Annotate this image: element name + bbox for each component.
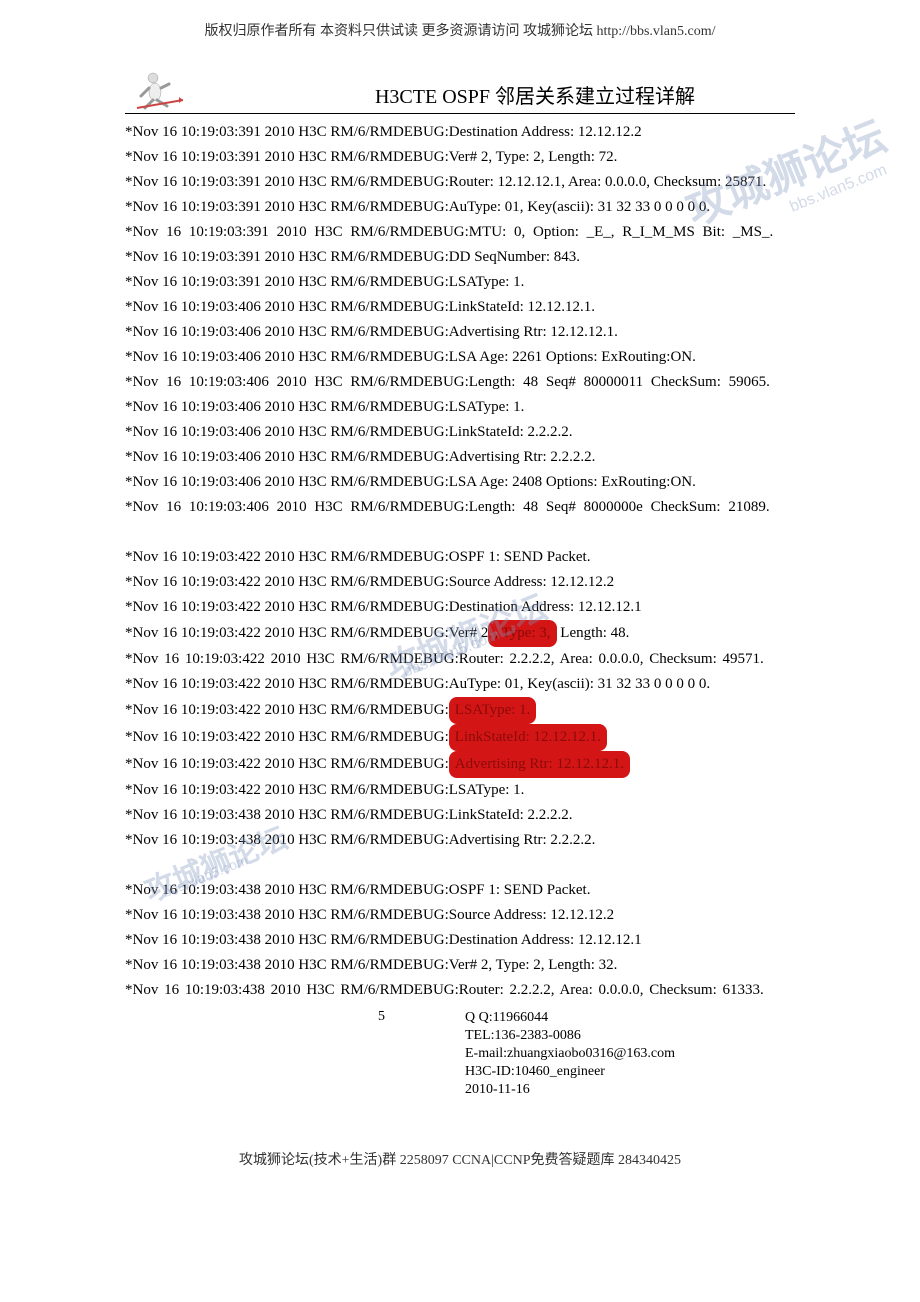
log-line: *Nov 16 10:19:03:438 2010 H3C RM/6/RMDEB… [125, 828, 795, 853]
page-title: H3CTE OSPF 邻居关系建立过程详解 [125, 80, 795, 109]
log-line: *Nov 16 10:19:03:422 2010 H3C RM/6/RMDEB… [125, 697, 795, 724]
footer-email: E-mail:zhuangxiaobo0316@163.com [465, 1045, 675, 1063]
copyright-header: 版权归原作者所有 本资料只供试读 更多资源请访问 攻城狮论坛 http://bb… [125, 20, 795, 40]
footer-date: 2010-11-16 [465, 1081, 675, 1099]
log-line: *Nov 16 10:19:03:438 2010 H3C RM/6/RMDEB… [125, 878, 795, 903]
log-line: *Nov 16 10:19:03:406 2010 H3C RM/6/RMDEB… [125, 370, 795, 395]
log-text: *Nov 16 10:19:03:422 2010 H3C RM/6/RMDEB… [125, 702, 449, 718]
log-line: *Nov 16 10:19:03:406 2010 H3C RM/6/RMDEB… [125, 420, 795, 445]
page-number: 5 [125, 1009, 465, 1099]
highlighted-text: , Type: 3, [488, 620, 556, 647]
log-line: *Nov 16 10:19:03:406 2010 H3C RM/6/RMDEB… [125, 395, 795, 420]
log-text: *Nov 16 10:19:03:422 2010 H3C RM/6/RMDEB… [125, 729, 449, 745]
highlighted-text: LinkStateId: 12.12.12.1. [449, 724, 607, 751]
log-line: *Nov 16 10:19:03:438 2010 H3C RM/6/RMDEB… [125, 928, 795, 953]
watermark-url-1: bbs.vlan5.com [787, 161, 889, 216]
footer-contact: Q Q:11966044 TEL:136-2383-0086 E-mail:zh… [465, 1009, 675, 1099]
log-line: *Nov 16 10:19:03:391 2010 H3C RM/6/RMDEB… [125, 220, 795, 245]
log-line: *Nov 16 10:19:03:406 2010 H3C RM/6/RMDEB… [125, 345, 795, 370]
log-line: *Nov 16 10:19:03:391 2010 H3C RM/6/RMDEB… [125, 170, 795, 195]
footer-h3cid: H3C-ID:10460_engineer [465, 1063, 675, 1081]
blank-line [125, 853, 795, 878]
log-line: *Nov 16 10:19:03:391 2010 H3C RM/6/RMDEB… [125, 195, 795, 220]
footer-tel: TEL:136-2383-0086 [465, 1027, 675, 1045]
log-text: *Nov 16 10:19:03:422 2010 H3C RM/6/RMDEB… [125, 756, 449, 772]
log-line: *Nov 16 10:19:03:422 2010 H3C RM/6/RMDEB… [125, 778, 795, 803]
log-line: *Nov 16 10:19:03:422 2010 H3C RM/6/RMDEB… [125, 595, 795, 620]
title-divider [125, 113, 795, 114]
log-line: *Nov 16 10:19:03:406 2010 H3C RM/6/RMDEB… [125, 445, 795, 470]
footer-qq: Q Q:11966044 [465, 1009, 675, 1027]
log-line: *Nov 16 10:19:03:422 2010 H3C RM/6/RMDEB… [125, 672, 795, 697]
blank-line [125, 520, 795, 545]
log-line: *Nov 16 10:19:03:422 2010 H3C RM/6/RMDEB… [125, 724, 795, 751]
log-line: *Nov 16 10:19:03:406 2010 H3C RM/6/RMDEB… [125, 320, 795, 345]
log-line: *Nov 16 10:19:03:438 2010 H3C RM/6/RMDEB… [125, 903, 795, 928]
log-line: *Nov 16 10:19:03:422 2010 H3C RM/6/RMDEB… [125, 751, 795, 778]
footer-block: 5 Q Q:11966044 TEL:136-2383-0086 E-mail:… [125, 1009, 795, 1099]
log-line: *Nov 16 10:19:03:391 2010 H3C RM/6/RMDEB… [125, 120, 795, 145]
log-line: *Nov 16 10:19:03:422 2010 H3C RM/6/RMDEB… [125, 620, 795, 647]
bottom-footer: 攻城狮论坛(技术+生活)群 2258097 CCNA|CCNP免费答疑题库 28… [125, 1149, 795, 1169]
log-line: *Nov 16 10:19:03:438 2010 H3C RM/6/RMDEB… [125, 978, 795, 1003]
log-line: *Nov 16 10:19:03:391 2010 H3C RM/6/RMDEB… [125, 270, 795, 295]
log-line: *Nov 16 10:19:03:391 2010 H3C RM/6/RMDEB… [125, 245, 795, 270]
log-line: *Nov 16 10:19:03:438 2010 H3C RM/6/RMDEB… [125, 803, 795, 828]
highlighted-text: Advertising Rtr: 12.12.12.1. [449, 751, 630, 778]
log-text: Length: 48. [557, 625, 630, 641]
log-line: *Nov 16 10:19:03:422 2010 H3C RM/6/RMDEB… [125, 647, 795, 672]
log-line: *Nov 16 10:19:03:406 2010 H3C RM/6/RMDEB… [125, 470, 795, 495]
highlighted-text: LSAType: 1. [449, 697, 537, 724]
log-line: *Nov 16 10:19:03:438 2010 H3C RM/6/RMDEB… [125, 953, 795, 978]
log-container: *Nov 16 10:19:03:391 2010 H3C RM/6/RMDEB… [125, 120, 795, 1003]
running-man-icon [135, 70, 185, 110]
log-line: *Nov 16 10:19:03:422 2010 H3C RM/6/RMDEB… [125, 570, 795, 595]
log-line: *Nov 16 10:19:03:406 2010 H3C RM/6/RMDEB… [125, 295, 795, 320]
log-line: *Nov 16 10:19:03:391 2010 H3C RM/6/RMDEB… [125, 145, 795, 170]
log-line: *Nov 16 10:19:03:422 2010 H3C RM/6/RMDEB… [125, 545, 795, 570]
log-line: *Nov 16 10:19:03:406 2010 H3C RM/6/RMDEB… [125, 495, 795, 520]
log-text: *Nov 16 10:19:03:422 2010 H3C RM/6/RMDEB… [125, 625, 488, 641]
